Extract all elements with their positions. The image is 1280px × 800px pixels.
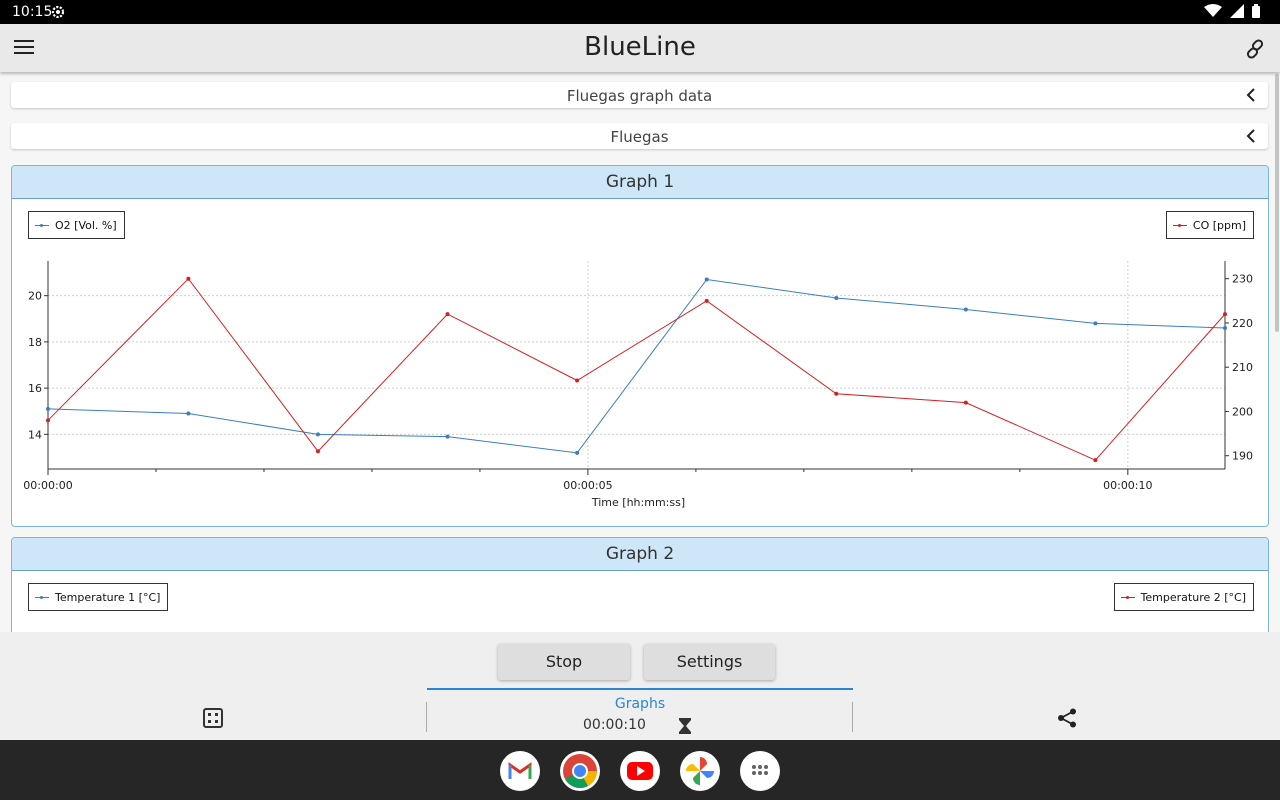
- taskbar-dock: [0, 740, 1280, 800]
- section-fluegas-graph-data[interactable]: Fluegas graph data: [11, 82, 1268, 108]
- y-right-tick-label: 230: [1232, 273, 1253, 286]
- tab-divider: [426, 702, 427, 732]
- settings-button[interactable]: Settings: [644, 644, 775, 680]
- data-point-co: [1093, 458, 1098, 463]
- legend-label: CO [ppm]: [1192, 218, 1246, 232]
- app-bar: BlueLine: [0, 24, 1280, 72]
- timer-value: 00:00:10: [583, 717, 646, 733]
- x-axis-label: Time [hh:mm:ss]: [591, 496, 685, 509]
- legend-temperature-2: Temperature 2 [°C]: [1113, 583, 1254, 611]
- y-left-tick-label: 20: [28, 290, 42, 303]
- data-point-co: [834, 391, 839, 396]
- chrome-icon[interactable]: [560, 751, 600, 791]
- data-point-co: [575, 378, 580, 383]
- gmail-icon[interactable]: [500, 751, 540, 791]
- legend-label: Temperature 1 [°C]: [55, 590, 161, 604]
- y-left-tick-label: 18: [28, 336, 42, 349]
- status-bar: 10:15: [0, 0, 1280, 24]
- tab-share[interactable]: [853, 688, 1280, 740]
- legend-label: O2 [Vol. %]: [55, 218, 117, 232]
- y-right-tick-label: 190: [1232, 450, 1253, 463]
- tab-graphs-label: Graphs: [614, 696, 666, 712]
- tab-dashboard[interactable]: [0, 688, 426, 740]
- data-point-co: [46, 418, 50, 423]
- x-tick-label: 00:00:10: [1103, 479, 1152, 492]
- grid-icon[interactable]: [203, 708, 223, 733]
- graph-1-plot[interactable]: 14 16 18 20 190 200 210 220 230 00:00:00 00:00:05 0…: [12, 199, 1268, 525]
- series-line-o2: [47, 278, 1226, 454]
- share-icon[interactable]: [1057, 708, 1077, 733]
- graph-title: Graph 2: [12, 538, 1268, 571]
- chevron-left-icon[interactable]: [1246, 88, 1256, 107]
- data-point-o2: [834, 295, 839, 300]
- link-icon[interactable]: [1244, 38, 1266, 65]
- y-right-tick-label: 200: [1232, 405, 1253, 418]
- tab-divider: [852, 702, 853, 732]
- graph-2-card: Graph 2 Temperature 1 [°C] Temperature 2…: [11, 537, 1269, 632]
- content-area[interactable]: Fluegas graph data Fluegas Graph 1 O2 [V…: [0, 72, 1280, 632]
- data-point-o2: [445, 434, 450, 439]
- bottom-tabs: Graphs 00:00:10: [0, 688, 1280, 740]
- wifi-icon: [1204, 4, 1222, 23]
- app-drawer-icon[interactable]: [740, 751, 780, 791]
- signal-icon: [1230, 4, 1244, 23]
- bottom-bar: Stop Settings Graphs 00:00:10: [0, 632, 1280, 740]
- legend-swatch-blue: [35, 595, 49, 599]
- legend-co: CO [ppm]: [1165, 211, 1254, 239]
- battery-icon: [1252, 4, 1260, 23]
- section-label: Fluegas graph data: [566, 87, 713, 105]
- data-point-o2: [1223, 326, 1227, 331]
- legend-label: Temperature 2 [°C]: [1140, 590, 1246, 604]
- section-label: Fluegas: [610, 128, 669, 146]
- youtube-icon[interactable]: [620, 751, 660, 791]
- gear-icon: [50, 4, 66, 25]
- legend-swatch-blue: [35, 223, 49, 227]
- y-left-tick-label: 16: [28, 382, 42, 395]
- stop-button[interactable]: Stop: [498, 644, 630, 680]
- legend-swatch-red: [1172, 223, 1187, 227]
- legend-temperature-1: Temperature 1 [°C]: [28, 583, 169, 611]
- data-point-co: [963, 400, 968, 405]
- section-fluegas[interactable]: Fluegas: [11, 123, 1268, 149]
- app-title: BlueLine: [584, 32, 696, 62]
- data-point-co: [704, 298, 709, 303]
- data-point-o2: [315, 432, 320, 437]
- data-point-co: [445, 312, 450, 317]
- data-point-o2: [186, 411, 191, 416]
- data-point-co: [1223, 312, 1227, 317]
- y-right-tick-label: 220: [1232, 317, 1253, 330]
- data-point-o2: [963, 307, 968, 312]
- data-point-o2: [575, 450, 580, 455]
- y-right-tick-label: 210: [1232, 361, 1253, 374]
- status-time: 10:15: [12, 4, 53, 20]
- tab-graphs[interactable]: Graphs 00:00:10: [427, 688, 853, 742]
- data-point-o2: [46, 406, 50, 411]
- data-point-co: [315, 449, 320, 454]
- photos-icon[interactable]: [680, 751, 720, 791]
- chevron-left-icon[interactable]: [1246, 129, 1256, 148]
- legend-o2: O2 [Vol. %]: [28, 211, 125, 239]
- graph-1-card: Graph 1 O2 [Vol. %] CO [ppm] 14 16 18 20 190…: [11, 165, 1269, 527]
- data-point-o2: [704, 277, 709, 282]
- x-tick-label: 00:00:05: [563, 479, 612, 492]
- data-point-co: [186, 276, 191, 281]
- menu-icon[interactable]: [14, 38, 36, 61]
- data-point-o2: [1093, 321, 1098, 326]
- y-left-tick-label: 14: [28, 428, 42, 441]
- series-line-co: [47, 277, 1226, 461]
- legend-swatch-red: [1120, 595, 1135, 599]
- x-tick-label: 00:00:00: [23, 479, 72, 492]
- scrollbar[interactable]: [1275, 74, 1279, 332]
- hourglass-icon: [679, 718, 691, 739]
- graph-title: Graph 1: [12, 166, 1268, 199]
